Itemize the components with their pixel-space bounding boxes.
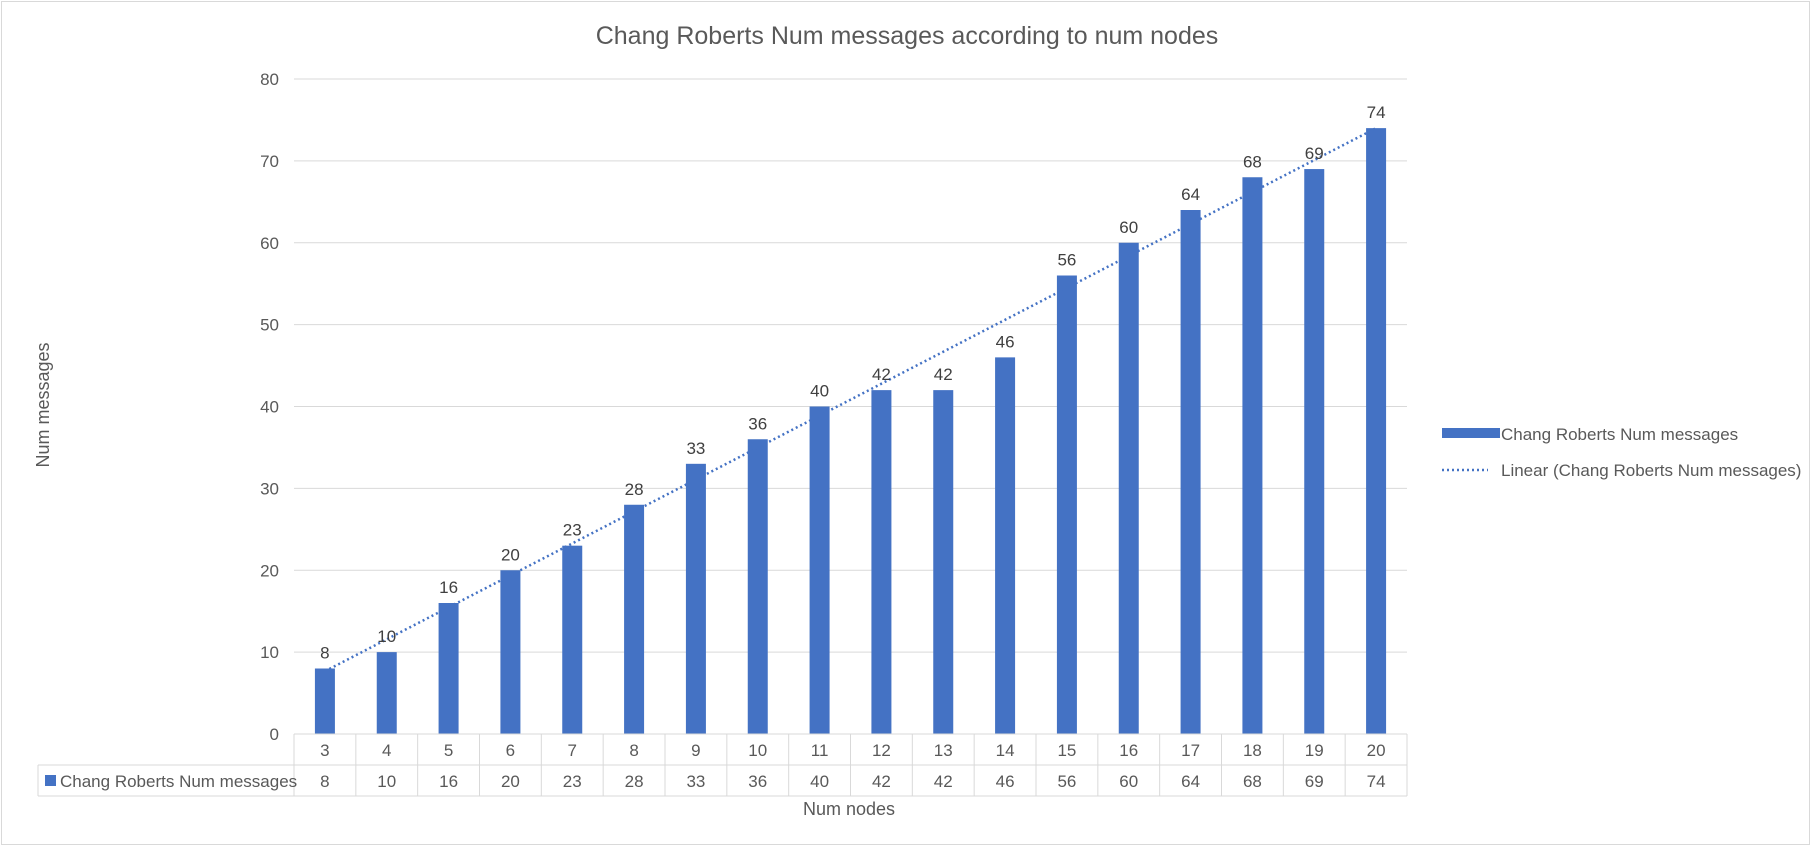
table-value: 64 <box>1181 772 1200 791</box>
bar <box>871 390 892 734</box>
data-label: 68 <box>1243 152 1262 171</box>
table-value: 68 <box>1243 772 1262 791</box>
bar <box>1056 275 1077 734</box>
y-tick-label: 20 <box>260 561 279 580</box>
data-label: 20 <box>501 545 520 564</box>
x-tick-label: 16 <box>1119 741 1138 760</box>
x-tick-label: 11 <box>811 741 829 760</box>
table-value: 46 <box>996 772 1015 791</box>
bar <box>995 357 1016 734</box>
table-value: 40 <box>810 772 829 791</box>
data-label: 23 <box>563 521 582 540</box>
x-tick-label: 17 <box>1181 741 1200 760</box>
bar <box>438 603 459 734</box>
bar <box>624 504 645 734</box>
x-tick-label: 20 <box>1367 741 1386 760</box>
bar <box>376 652 397 734</box>
x-tick-label: 12 <box>872 741 891 760</box>
table-value: 74 <box>1367 772 1386 791</box>
table-value: 42 <box>934 772 953 791</box>
data-table: 3 8 4 10 5 16 6 20 7 23 8 28 9 33 10 36 11 40 12 42 13 42 14 46… <box>37 733 1408 797</box>
data-label: 74 <box>1367 103 1386 122</box>
x-tick-label: 8 <box>629 741 638 760</box>
bar <box>562 545 583 734</box>
x-tick-label: 13 <box>934 741 953 760</box>
y-tick-label: 40 <box>260 398 279 417</box>
legend-label-series: Chang Roberts Num messages <box>1501 425 1738 444</box>
data-label: 8 <box>320 644 329 663</box>
table-value: 28 <box>625 772 644 791</box>
legend: Chang Roberts Num messages Linear (Chang … <box>1442 425 1801 480</box>
bar <box>685 463 706 734</box>
data-label: 42 <box>934 365 953 384</box>
table-value: 23 <box>563 772 582 791</box>
data-labels: 8 10 16 20 23 28 33 36 40 42 42 46 56 60 64 68 69 74 <box>320 103 1385 662</box>
y-tick-label: 30 <box>260 479 279 498</box>
data-label: 28 <box>625 480 644 499</box>
bar <box>314 668 335 734</box>
bar <box>933 390 954 734</box>
trendline <box>324 127 1377 673</box>
bar <box>1366 128 1387 734</box>
bar <box>500 570 521 734</box>
table-legend-key <box>45 775 56 786</box>
bar <box>1118 242 1139 734</box>
y-tick-label: 70 <box>260 152 279 171</box>
y-axis-title: Num messages <box>33 342 53 467</box>
table-value: 10 <box>377 772 396 791</box>
data-label: 10 <box>377 627 396 646</box>
table-value: 60 <box>1119 772 1138 791</box>
table-value: 69 <box>1305 772 1324 791</box>
table-value: 42 <box>872 772 891 791</box>
table-value: 16 <box>439 772 458 791</box>
x-tick-label: 9 <box>691 741 700 760</box>
data-label: 64 <box>1181 185 1200 204</box>
data-label: 60 <box>1119 218 1138 237</box>
x-tick-label: 4 <box>382 741 391 760</box>
bar <box>1304 169 1325 734</box>
x-axis-title: Num nodes <box>803 799 895 819</box>
gridlines: 0 10 20 30 40 50 60 70 80 <box>260 70 1407 744</box>
y-tick-label: 80 <box>260 70 279 89</box>
x-tick-label: 14 <box>996 741 1015 760</box>
x-tick-label: 5 <box>444 741 453 760</box>
data-label: 40 <box>810 382 829 401</box>
data-label: 42 <box>872 365 891 384</box>
table-value: 33 <box>686 772 705 791</box>
y-tick-label: 10 <box>260 643 279 662</box>
chart-title: Chang Roberts Num messages according to … <box>596 22 1219 50</box>
legend-key-bar <box>1442 428 1500 438</box>
data-label: 69 <box>1305 144 1324 163</box>
y-tick-label: 0 <box>270 725 279 744</box>
x-tick-label: 15 <box>1057 741 1076 760</box>
table-series-name: Chang Roberts Num messages <box>60 772 297 791</box>
legend-label-trendline: Linear (Chang Roberts Num messages) <box>1501 461 1801 480</box>
bar <box>747 439 768 734</box>
x-tick-label: 18 <box>1243 741 1262 760</box>
table-value: 8 <box>320 772 329 791</box>
x-tick-label: 3 <box>320 741 329 760</box>
table-value: 36 <box>748 772 767 791</box>
bars <box>314 128 1387 734</box>
data-label: 16 <box>439 578 458 597</box>
bar <box>1180 210 1201 734</box>
trendline-layer <box>324 127 1377 673</box>
bar <box>809 406 830 734</box>
x-tick-label: 19 <box>1305 741 1324 760</box>
data-label: 46 <box>996 332 1015 351</box>
data-label: 56 <box>1057 251 1076 270</box>
data-label: 36 <box>748 414 767 433</box>
bar <box>1242 177 1263 734</box>
y-tick-label: 50 <box>260 316 279 335</box>
x-tick-label: 7 <box>568 741 577 760</box>
x-tick-label: 10 <box>748 741 767 760</box>
data-label: 33 <box>686 439 705 458</box>
x-tick-label: 6 <box>506 741 515 760</box>
table-value: 20 <box>501 772 520 791</box>
table-value: 56 <box>1057 772 1076 791</box>
y-tick-label: 60 <box>260 234 279 253</box>
